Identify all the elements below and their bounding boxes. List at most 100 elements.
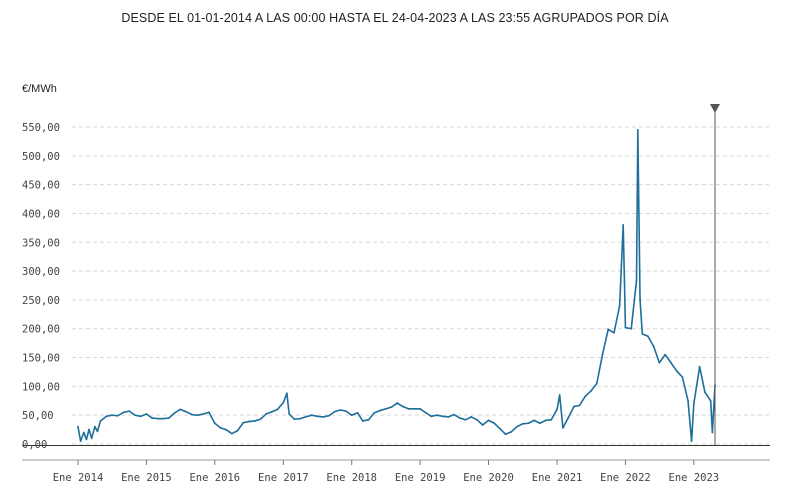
data-point	[384, 407, 387, 410]
data-point	[476, 418, 478, 421]
data-point	[709, 399, 712, 402]
x-tick-label: Ene 2018	[326, 472, 377, 484]
data-point	[595, 382, 598, 385]
data-point	[407, 407, 410, 410]
data-point	[630, 327, 633, 330]
x-tick-label: Ene 2019	[395, 472, 446, 484]
data-point	[690, 440, 693, 443]
data-point	[151, 417, 154, 419]
data-point	[493, 422, 496, 425]
data-point	[156, 417, 159, 420]
data-point	[458, 417, 461, 419]
data-point	[447, 416, 450, 418]
data-point	[293, 418, 296, 421]
data-point	[664, 353, 667, 356]
data-point	[304, 416, 307, 418]
data-point	[139, 415, 142, 418]
data-point	[624, 326, 627, 329]
y-tick-label: 550,00	[22, 122, 60, 134]
data-point	[544, 419, 547, 422]
data-point	[601, 353, 604, 355]
data-point	[122, 411, 125, 414]
data-point	[636, 128, 639, 131]
data-point	[521, 422, 524, 425]
data-point	[647, 335, 649, 338]
data-point	[339, 409, 342, 411]
data-point	[247, 420, 250, 423]
data-point	[396, 402, 399, 404]
data-point	[590, 390, 592, 392]
data-point	[527, 422, 530, 425]
x-tick-labels: Ene 2014 Ene 2015 Ene 2016 Ene 2017 Ene 2018…	[53, 460, 719, 484]
data-point	[345, 410, 347, 413]
data-point	[430, 415, 433, 418]
data-point	[550, 418, 553, 421]
data-point	[219, 426, 222, 429]
data-point	[373, 411, 376, 414]
data-point	[498, 427, 501, 430]
data-point	[242, 421, 245, 424]
data-point	[82, 431, 85, 434]
y-tick-label: 200,00	[22, 324, 60, 336]
data-point	[93, 425, 96, 428]
data-point	[271, 410, 273, 413]
y-axis-unit-label: €/MWh	[22, 83, 57, 95]
data-point	[641, 333, 644, 335]
data-point	[658, 361, 661, 364]
data-point	[333, 410, 336, 413]
data-point	[350, 414, 353, 417]
data-point	[675, 369, 678, 372]
data-point	[516, 425, 518, 428]
y-tick-labels: 0,00 50,00 100,00 150,00 200,00 250,00 300,00 3…	[22, 122, 60, 451]
data-point	[453, 413, 455, 416]
y-tick-label: 400,00	[22, 208, 60, 220]
y-tick-label: 450,00	[22, 180, 60, 192]
data-point	[322, 416, 324, 418]
data-point	[88, 428, 90, 431]
data-point	[310, 414, 313, 417]
data-point	[401, 405, 404, 408]
data-point	[225, 428, 227, 431]
data-point	[77, 425, 79, 428]
data-point	[259, 418, 262, 421]
y-tick-label: 300,00	[22, 266, 60, 278]
x-tick-label: Ene 2022	[600, 472, 651, 484]
data-point	[99, 420, 102, 422]
data-point	[361, 420, 364, 422]
chart-title: DESDE EL 01-01-2014 A LAS 00:00 HASTA EL…	[121, 11, 669, 25]
data-point	[128, 410, 131, 413]
data-point	[356, 411, 359, 414]
data-point	[196, 414, 199, 417]
data-point	[607, 328, 610, 331]
data-point	[561, 426, 564, 429]
data-point	[173, 411, 176, 414]
data-point	[367, 418, 370, 421]
data-point	[578, 404, 581, 407]
data-point	[111, 414, 113, 417]
data-point	[436, 414, 438, 417]
data-point	[464, 418, 467, 421]
data-point	[470, 416, 473, 418]
data-point	[208, 411, 210, 414]
data-point	[573, 405, 575, 408]
data-point	[379, 409, 381, 412]
y-tick-label: 350,00	[22, 237, 60, 249]
data-point	[419, 407, 422, 410]
data-point	[253, 420, 256, 422]
data-point	[670, 361, 672, 364]
data-point	[202, 413, 205, 415]
x-tick-label: Ene 2016	[189, 472, 240, 484]
data-point	[413, 407, 416, 410]
data-point	[639, 299, 641, 301]
data-point	[558, 394, 561, 396]
data-point	[538, 422, 541, 425]
data-point	[282, 401, 285, 404]
marker-layer	[710, 104, 720, 445]
data-point	[230, 432, 233, 435]
data-point	[390, 406, 393, 409]
y-tick-label: 100,00	[22, 381, 60, 393]
series-layer	[77, 128, 716, 443]
x-tick-label: Ene 2017	[258, 472, 309, 484]
data-point	[481, 424, 484, 426]
price-series-line	[77, 129, 716, 442]
